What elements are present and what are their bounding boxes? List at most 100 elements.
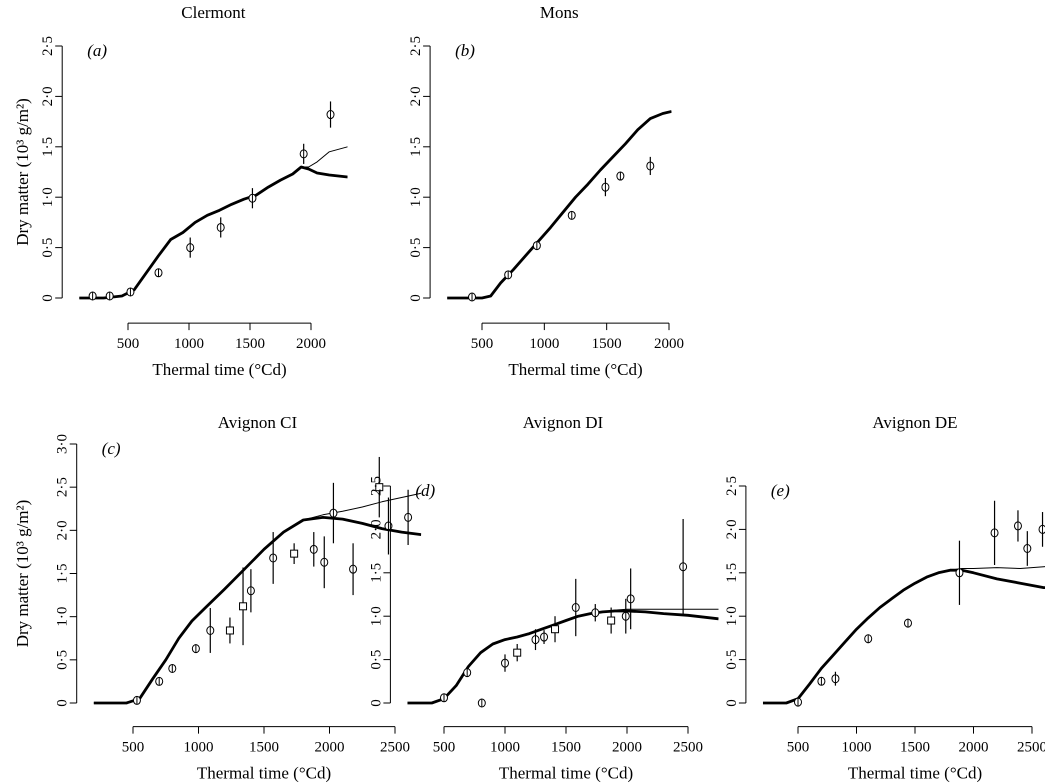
observed-point — [504, 270, 513, 280]
observed-point — [646, 156, 655, 176]
x-tick-label: 500 — [471, 336, 494, 352]
observed-point — [551, 616, 560, 643]
x-tick-label: 1500 — [592, 336, 622, 352]
observed-point — [309, 532, 318, 567]
y-tick-label: 0 — [40, 294, 56, 302]
observed-point — [155, 676, 164, 686]
y-tick-label: 0·5 — [408, 238, 424, 258]
x-tick-label: 500 — [122, 740, 145, 756]
observed-point — [225, 617, 234, 644]
series-group — [407, 608, 719, 705]
x-tick-label: 500 — [787, 740, 810, 756]
square-marker — [375, 483, 384, 492]
observed-point — [621, 598, 630, 634]
observed-point — [440, 693, 448, 703]
observed-point — [105, 291, 114, 301]
panel-title: Mons — [540, 3, 579, 22]
observed-point — [601, 178, 610, 197]
x-tick-label: 500 — [117, 336, 140, 352]
observed-point — [239, 567, 248, 646]
x-tick-label: 500 — [433, 740, 456, 756]
y-tick-label: 1·0 — [368, 606, 384, 626]
y-tick-label: 2·5 — [408, 36, 424, 56]
observed-point — [532, 241, 541, 251]
thick-model-line — [762, 568, 1045, 705]
observed-point — [571, 578, 580, 637]
x-tick-label: 1000 — [490, 740, 520, 756]
thick-model-line — [407, 609, 719, 705]
observed-point — [468, 292, 477, 302]
y-tick-label: 0·5 — [40, 238, 56, 258]
y-axis-label: Dry matter (10³ g/m²) — [13, 500, 32, 648]
observed-point — [320, 536, 329, 589]
observed-point — [246, 569, 255, 613]
observed-point — [513, 643, 522, 662]
observed-point — [903, 618, 912, 628]
y-axis-label: Dry matter (10³ g/m²) — [13, 98, 32, 246]
observed-point — [607, 607, 616, 634]
panel-title: Avignon DI — [523, 413, 604, 432]
thick-model-line — [93, 516, 422, 705]
panel-letter: (d) — [415, 481, 435, 500]
square-marker — [290, 549, 299, 558]
thick-model-line — [447, 110, 672, 300]
observed-point — [290, 543, 299, 565]
x-tick-label: 1500 — [900, 740, 930, 756]
observed-point — [794, 697, 802, 707]
observed-point — [626, 568, 635, 630]
panel-letter: (a) — [87, 41, 107, 60]
y-tick-label: 0 — [724, 699, 740, 707]
observed-point — [477, 698, 486, 708]
panel-title: Clermont — [181, 3, 245, 22]
panel-c: Avignon CI 0 0·5 1·0 1·5 2·0 2·5 3·0 500 1000 1500… — [13, 413, 422, 783]
y-tick-label: 2·0 — [368, 519, 384, 539]
circle-marker — [1038, 524, 1045, 534]
panel-a: Clermont 0 0·5 1·0 1·5 2·0 2·5 500 1000 1500 2000 T… — [13, 3, 348, 379]
observed-point — [531, 629, 540, 651]
observed-point — [248, 188, 257, 209]
square-marker — [607, 616, 616, 625]
observed-point — [186, 237, 195, 258]
observed-point — [132, 695, 141, 705]
y-tick-label: 1·5 — [408, 137, 424, 157]
series-group — [93, 492, 422, 705]
observed-point — [1013, 510, 1022, 542]
panel-letter: (c) — [102, 439, 121, 458]
y-tick-label: 1·0 — [724, 606, 740, 626]
square-marker — [225, 626, 234, 635]
y-tick-label: 1·5 — [368, 563, 384, 583]
y-tick-label: 2·5 — [40, 36, 56, 56]
observed-point — [1038, 512, 1045, 547]
x-axis-label: Thermal time (°Cd) — [499, 764, 633, 783]
y-tick-label: 1·0 — [40, 187, 56, 207]
y-tick-label: 1·0 — [55, 607, 71, 627]
y-tick-label: 0·5 — [368, 650, 384, 670]
x-tick-label: 1000 — [184, 740, 214, 756]
x-tick-label: 1500 — [249, 740, 279, 756]
x-tick-label: 2000 — [612, 740, 642, 756]
panel-letter: (b) — [455, 41, 475, 60]
y-tick-label: 2·0 — [55, 520, 71, 540]
observed-point — [326, 101, 335, 128]
observed-point — [679, 518, 688, 615]
x-tick-label: 1000 — [174, 336, 204, 352]
series-group — [447, 110, 672, 300]
observed-point — [126, 287, 135, 297]
y-tick-label: 0·5 — [724, 650, 740, 670]
panel-title: Avignon CI — [218, 413, 298, 432]
x-tick-label: 2500 — [380, 740, 410, 756]
y-tick-label: 1·5 — [40, 137, 56, 157]
x-tick-label: 2000 — [959, 740, 989, 756]
panel-letter: (e) — [771, 481, 790, 500]
observed-point — [299, 143, 308, 164]
y-tick-label: 1·5 — [55, 564, 71, 584]
square-marker — [513, 648, 522, 657]
observed-point — [540, 630, 549, 644]
observed-point — [349, 543, 358, 596]
panel-d: Avignon DI 0 0·5 1·0 1·5 2·0 2·5 500 1000 1500 200… — [368, 413, 719, 783]
observed-point — [955, 540, 964, 605]
y-tick-label: 0·5 — [55, 650, 71, 670]
y-tick-label: 0 — [368, 699, 384, 707]
observed-point — [375, 456, 384, 518]
